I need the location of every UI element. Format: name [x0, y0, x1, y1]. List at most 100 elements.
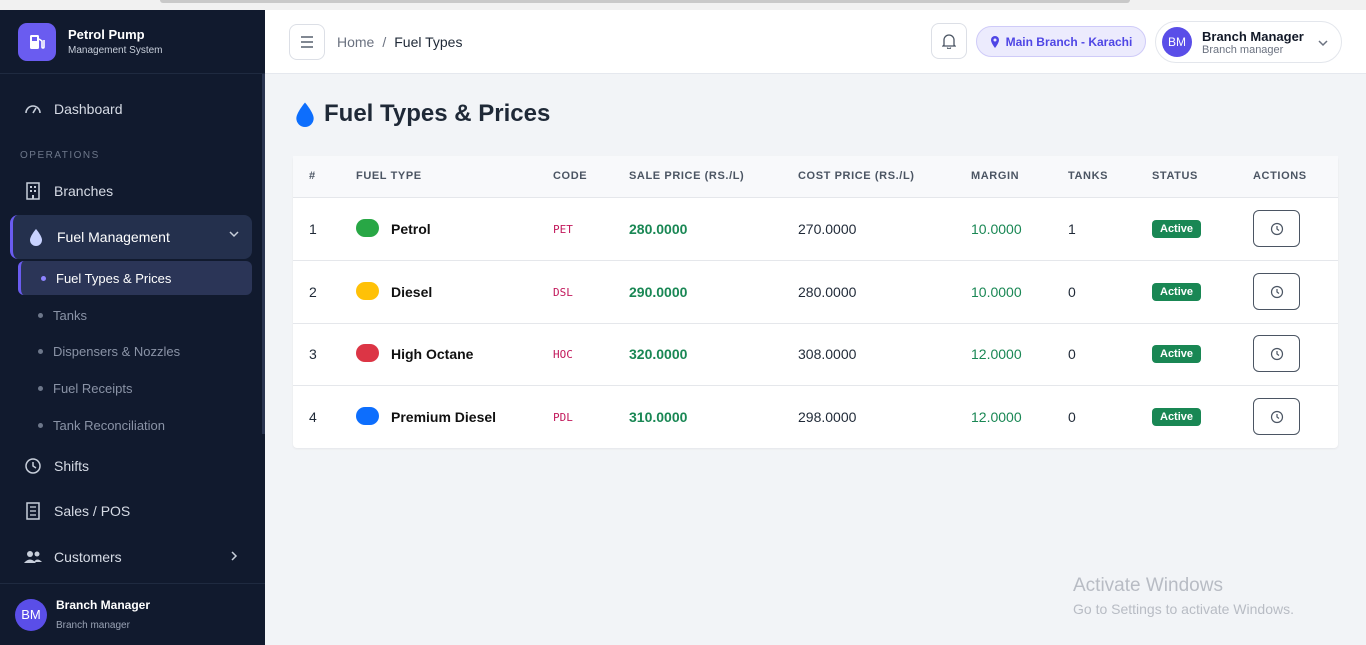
user-menu[interactable]: BM Branch Manager Branch manager: [1155, 21, 1342, 63]
browser-top-strip: [0, 0, 1366, 10]
fuel-color-swatch: [356, 344, 379, 362]
sidebar-subitem-tank-reconciliation[interactable]: Tank Reconciliation: [18, 408, 252, 442]
brand[interactable]: Petrol Pump Management System: [0, 10, 265, 74]
user-name: Branch Manager: [1202, 28, 1304, 44]
sidebar-subitem-tanks[interactable]: Tanks: [18, 298, 252, 332]
sidebar-item-shifts[interactable]: Shifts: [10, 446, 252, 486]
page-header: Fuel Types & Prices: [294, 100, 550, 128]
dashboard-gauge-icon: [24, 100, 42, 118]
avatar: BM: [15, 598, 47, 631]
sale-price: 310.0000: [629, 409, 688, 425]
margin: 12.0000: [971, 409, 1022, 425]
user-role: Branch manager: [56, 620, 130, 631]
status-badge: Active: [1152, 345, 1202, 363]
fuel-color-swatch: [356, 407, 379, 425]
menu-toggle-button[interactable]: [289, 24, 325, 60]
history-clock-icon: [1270, 222, 1283, 235]
branch-selector[interactable]: Main Branch - Karachi: [976, 26, 1146, 57]
price-history-button[interactable]: [1253, 335, 1300, 372]
page-title: Fuel Types & Prices: [324, 100, 551, 127]
clock-icon: [24, 457, 42, 475]
fuel-types-table: # FUEL TYPE CODE SALE PRICE (RS./L) COST…: [293, 156, 1338, 448]
droplet-icon: [296, 102, 314, 127]
tank-count: 0: [1068, 346, 1076, 362]
row-number: 2: [309, 284, 317, 300]
sidebar-item-customers[interactable]: Customers: [10, 537, 252, 577]
sidebar-item-sales[interactable]: Sales / POS: [10, 491, 252, 531]
fuel-name: Premium Diesel: [391, 409, 497, 425]
table-header: # FUEL TYPE CODE SALE PRICE (RS./L) COST…: [293, 156, 1338, 198]
status-badge: Active: [1152, 283, 1202, 301]
breadcrumb-current: Fuel Types: [394, 34, 463, 50]
bullet-icon: [38, 422, 43, 428]
history-clock-icon: [1270, 347, 1283, 360]
margin: 10.0000: [971, 284, 1022, 300]
sidebar-item-label: Shifts: [54, 458, 90, 474]
sidebar-item-label: Sales / POS: [54, 503, 131, 519]
watermark-line-2: Go to Settings to activate Windows.: [1073, 601, 1294, 617]
table-row: 4 Premium Diesel PDL 310.0000 298.0000 1…: [293, 386, 1338, 449]
breadcrumb: Home / Fuel Types: [337, 34, 462, 50]
sidebar-item-label: Branches: [54, 183, 114, 199]
bullet-icon: [38, 348, 43, 354]
topbar: Home / Fuel Types Main Branch - Karachi …: [265, 10, 1366, 74]
notifications-button[interactable]: [931, 23, 967, 59]
browser-scrollbar[interactable]: [160, 0, 1130, 3]
bell-icon: [942, 34, 956, 49]
droplet-icon: [27, 228, 45, 246]
breadcrumb-separator: /: [382, 34, 387, 50]
sidebar-item-label: Dashboard: [54, 101, 123, 117]
row-number: 4: [309, 409, 317, 425]
user-name: Branch Manager: [56, 598, 151, 612]
sale-price: 320.0000: [629, 346, 688, 362]
brand-title: Petrol Pump: [68, 27, 145, 42]
fuel-code: PDL: [553, 411, 573, 424]
sidebar-user-footer[interactable]: BM Branch Manager Branch manager: [0, 583, 265, 645]
price-history-button[interactable]: [1253, 273, 1300, 310]
row-number: 1: [309, 221, 317, 237]
price-history-button[interactable]: [1253, 210, 1300, 247]
column-header: STATUS: [1152, 170, 1198, 182]
column-header: TANKS: [1068, 170, 1109, 182]
section-label-operations: OPERATIONS: [20, 150, 100, 161]
table-row: 3 High Octane HOC 320.0000 308.0000 12.0…: [293, 323, 1338, 386]
column-header: #: [309, 170, 316, 182]
branch-name: Main Branch - Karachi: [1005, 34, 1133, 49]
status-badge: Active: [1152, 408, 1202, 426]
hamburger-icon: [301, 36, 313, 48]
sidebar-scrollbar[interactable]: [262, 74, 265, 434]
column-header: SALE PRICE (RS./L): [629, 170, 745, 182]
tank-count: 1: [1068, 221, 1076, 237]
sidebar-item-fuel-management[interactable]: Fuel Management: [10, 215, 252, 259]
margin: 10.0000: [971, 221, 1022, 237]
chevron-down-icon: [228, 227, 240, 243]
history-clock-icon: [1270, 410, 1283, 423]
fuel-code: DSL: [553, 286, 573, 299]
table-row: 1 Petrol PET 280.0000 270.0000 10.0000 1…: [293, 198, 1338, 261]
sidebar-subitem-dispensers[interactable]: Dispensers & Nozzles: [18, 334, 252, 368]
fuel-color-swatch: [356, 282, 379, 300]
avatar: BM: [1162, 27, 1192, 57]
sidebar-item-dashboard[interactable]: Dashboard: [10, 89, 252, 129]
column-header: COST PRICE (RS./L): [798, 170, 915, 182]
sidebar-subitem-fuel-types[interactable]: Fuel Types & Prices: [18, 261, 252, 295]
sidebar-item-branches[interactable]: Branches: [10, 171, 252, 211]
bullet-icon: [38, 385, 43, 391]
price-history-button[interactable]: [1253, 398, 1300, 435]
sale-price: 280.0000: [629, 221, 688, 237]
sidebar-subitem-fuel-receipts[interactable]: Fuel Receipts: [18, 371, 252, 405]
column-header: MARGIN: [971, 170, 1020, 182]
column-header: CODE: [553, 170, 588, 182]
status-badge: Active: [1152, 220, 1202, 238]
breadcrumb-home-link[interactable]: Home: [337, 34, 375, 50]
location-pin-icon: [990, 35, 999, 48]
cost-price: 298.0000: [798, 409, 857, 425]
fuel-code: PET: [553, 223, 573, 236]
bullet-icon: [38, 312, 43, 318]
watermark-line-1: Activate Windows: [1073, 575, 1223, 596]
fuel-color-swatch: [356, 219, 379, 237]
sidebar-item-label: Customers: [54, 549, 122, 565]
sidebar: Petrol Pump Management System Dashboard …: [0, 10, 265, 645]
sale-price: 290.0000: [629, 284, 688, 300]
sidebar-subitem-label: Tanks: [53, 307, 87, 323]
